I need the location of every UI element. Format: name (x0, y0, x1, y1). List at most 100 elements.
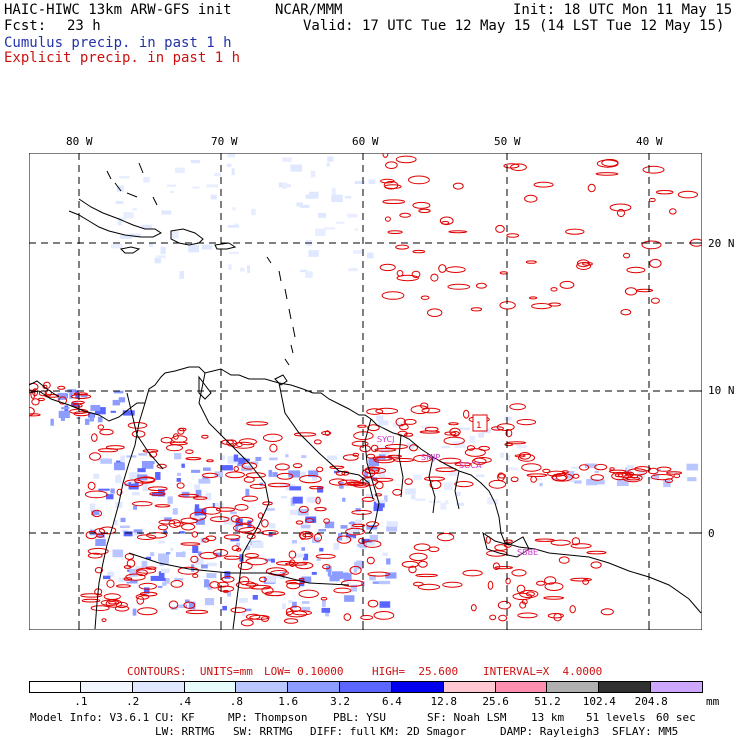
lon-label-60w: 60 W (352, 135, 379, 148)
cumulus-precip-cell (203, 467, 211, 471)
explicit-precip-contour (154, 504, 171, 508)
explicit-precip-contour (352, 452, 360, 457)
explicit-precip-contour (148, 486, 168, 492)
cumulus-precip-cell (345, 196, 352, 199)
cumulus-precip-cell (245, 488, 250, 496)
explicit-precip-contour (403, 418, 417, 425)
cumulus-precip-cell (126, 579, 138, 584)
cumulus-precip-cell (327, 455, 337, 460)
cumulus-precip-cell (251, 208, 256, 216)
explicit-precip-contour (295, 520, 304, 525)
explicit-precip-contour (245, 613, 261, 620)
cumulus-precip-cell (157, 585, 163, 589)
cumulus-precip-cell (307, 518, 313, 523)
cumulus-precip-cell (176, 478, 181, 482)
explicit-precip-contour (565, 228, 585, 235)
explicit-precip-contour (570, 577, 592, 582)
explicit-precip-contour (235, 581, 257, 589)
cumulus-precip-cell (172, 508, 178, 515)
lat-label-0: 0 (708, 527, 715, 540)
explicit-precip-contour (286, 581, 301, 590)
cumulus-precip-cell (166, 184, 177, 187)
cumulus-precip-cell (156, 255, 166, 259)
cumulus-precip-cell (459, 427, 471, 430)
cumulus-precip-cell (333, 542, 340, 550)
explicit-precip-contour (463, 409, 470, 419)
cumulus-precip-cell (141, 461, 154, 469)
explicit-precip-contour (417, 583, 441, 591)
cumulus-precip-cell (292, 496, 303, 504)
explicit-precip-contour (257, 512, 264, 519)
cumulus-precip-cell (221, 465, 233, 471)
explicit-precip-contour (90, 605, 110, 612)
explicit-precip-contour (373, 456, 395, 464)
cumulus-precip-cell (132, 491, 140, 496)
explicit-precip-contour (185, 449, 194, 455)
explicit-precip-contour (424, 476, 445, 482)
cumulus-precip-cell (291, 540, 297, 544)
explicit-precip-contour (351, 509, 372, 515)
explicit-precip-contour (586, 550, 607, 555)
colorbar-swatch (340, 681, 392, 693)
cumulus-precip-cell (516, 444, 527, 449)
station-sbbe: SBBE (517, 548, 538, 557)
cumulus-precip-cell (132, 208, 137, 211)
explicit-precip-contour (404, 478, 413, 485)
cumulus-precip-cell (300, 524, 311, 529)
cumulus-precip-title: Cumulus precip. in past 1 h (4, 35, 232, 51)
cumulus-precip-cell (69, 392, 73, 399)
explicit-precip-contour (72, 403, 83, 408)
explicit-precip-contour (241, 495, 259, 502)
cumulus-precip-cell (448, 471, 458, 476)
cumulus-precip-cell (536, 478, 543, 481)
explicit-precip-contour (336, 535, 352, 544)
cumulus-precip-cell (454, 441, 466, 449)
explicit-precip-contour (448, 422, 459, 426)
explicit-precip-contour (579, 464, 590, 471)
cumulus-precip-cell (120, 517, 126, 523)
cumulus-precip-cell (301, 576, 312, 583)
explicit-precip-contour (514, 454, 526, 458)
lon-label-50w: 50 W (494, 135, 521, 148)
cumulus-precip-cell (312, 537, 320, 544)
explicit-precip-contour (473, 457, 492, 464)
cumulus-precip-cell (176, 605, 187, 608)
cumulus-precip-cell (184, 599, 190, 604)
explicit-precip-contour (286, 610, 308, 618)
explicit-precip-contour (323, 518, 330, 524)
cumulus-precip-cell (318, 212, 327, 218)
cumulus-precip-cell (162, 581, 167, 586)
explicit-precip-contour (230, 607, 247, 614)
cumulus-precip-cell (411, 494, 416, 500)
explicit-precip-contour (516, 584, 526, 594)
cumulus-precip-cell (413, 474, 422, 480)
explicit-precip-contour (666, 471, 683, 475)
explicit-precip-contour (413, 454, 432, 463)
cumulus-precip-cell (340, 525, 348, 529)
explicit-precip-contour (415, 573, 438, 578)
cumulus-precip-cell (226, 163, 232, 167)
cumulus-precip-cell (444, 500, 449, 505)
explicit-precip-contour (123, 577, 133, 581)
cumulus-precip-cell (354, 228, 359, 231)
explicit-precip-contour (315, 496, 321, 505)
cumulus-precip-cell (155, 472, 161, 480)
explicit-precip-contour (534, 538, 555, 542)
cumulus-precip-cell (117, 474, 121, 481)
cumulus-precip-cell (366, 252, 374, 259)
cumulus-precip-cell (345, 537, 354, 541)
explicit-precip-contour (57, 385, 66, 390)
cumulus-precip-cell (133, 529, 143, 535)
footer-lw: LW: RRTMG (155, 725, 215, 738)
explicit-precip-contour (275, 463, 290, 471)
cumulus-precip-cell (206, 184, 218, 188)
explicit-precip-contour (464, 448, 486, 457)
cumulus-precip-cell (112, 549, 124, 558)
cumulus-precip-cell (584, 463, 597, 469)
cumulus-precip-cell (252, 541, 264, 548)
explicit-precip-contour (123, 565, 132, 569)
cumulus-precip-cell (121, 529, 129, 532)
explicit-precip-contour (382, 153, 389, 158)
cumulus-precip-cell (354, 561, 364, 570)
cumulus-precip-cell (120, 235, 133, 239)
